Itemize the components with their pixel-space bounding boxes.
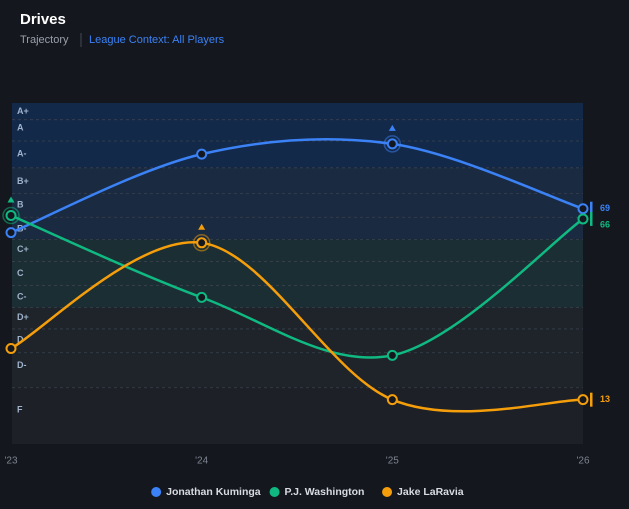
series-line <box>10 137 584 234</box>
peak-marker <box>198 223 206 230</box>
y-tick-label: A- <box>17 149 27 159</box>
x-tick-label: '24 <box>195 456 208 467</box>
y-tick-label: D+ <box>17 312 29 322</box>
data-point <box>577 203 589 215</box>
peak-ring <box>2 206 20 225</box>
tier-band <box>12 387 583 444</box>
legend-label: Jonathan Kuminga <box>166 486 261 498</box>
data-point <box>196 291 208 303</box>
y-tick-label: B <box>17 200 24 210</box>
data-point <box>5 227 17 239</box>
peak-marker <box>388 124 396 131</box>
x-tick-label: '23 <box>4 456 17 467</box>
context-label[interactable]: League Context: All Players <box>89 34 225 46</box>
end-value-label: 13 <box>600 394 610 404</box>
legend-swatch <box>269 487 280 497</box>
chart-title: Drives <box>20 11 66 28</box>
legend-label: P.J. Washington <box>285 486 365 498</box>
peak-ring <box>192 234 211 252</box>
peak-ring <box>383 135 402 153</box>
data-point <box>577 394 589 406</box>
legend-swatch <box>382 487 393 497</box>
series-line <box>10 214 584 359</box>
y-tick-label: A+ <box>17 106 29 116</box>
legend-label: Jake LaRavia <box>397 486 464 498</box>
data-point <box>196 237 208 249</box>
y-tick-label: C <box>17 268 24 278</box>
data-point <box>5 343 17 355</box>
end-value-label: 66 <box>600 219 610 229</box>
data-point <box>386 394 398 406</box>
data-point <box>196 148 208 160</box>
y-tick-label: C+ <box>17 244 29 254</box>
data-point <box>5 210 17 222</box>
data-point <box>386 138 398 150</box>
x-tick-label: '26 <box>576 456 589 467</box>
y-tick-label: D- <box>17 360 27 370</box>
tier-band <box>12 239 583 308</box>
end-marker <box>590 211 593 226</box>
y-tick-label: F <box>17 404 23 414</box>
x-tick-label: '25 <box>386 456 399 467</box>
tier-band <box>12 307 583 388</box>
end-value-label: 69 <box>600 203 610 213</box>
data-point <box>577 213 589 225</box>
tier-band <box>12 103 583 168</box>
chart-subtitle: Trajectory <box>20 34 69 46</box>
peak-marker <box>7 196 15 203</box>
tier-band <box>12 167 583 240</box>
end-marker <box>590 392 593 407</box>
legend-swatch <box>151 487 162 497</box>
y-tick-label: B+ <box>17 176 29 186</box>
y-tick-label: C- <box>17 292 27 302</box>
end-marker <box>590 201 593 216</box>
series-line <box>10 241 584 413</box>
y-tick-label: A <box>17 122 24 132</box>
y-tick-label: D <box>17 334 24 344</box>
data-point <box>386 349 398 361</box>
